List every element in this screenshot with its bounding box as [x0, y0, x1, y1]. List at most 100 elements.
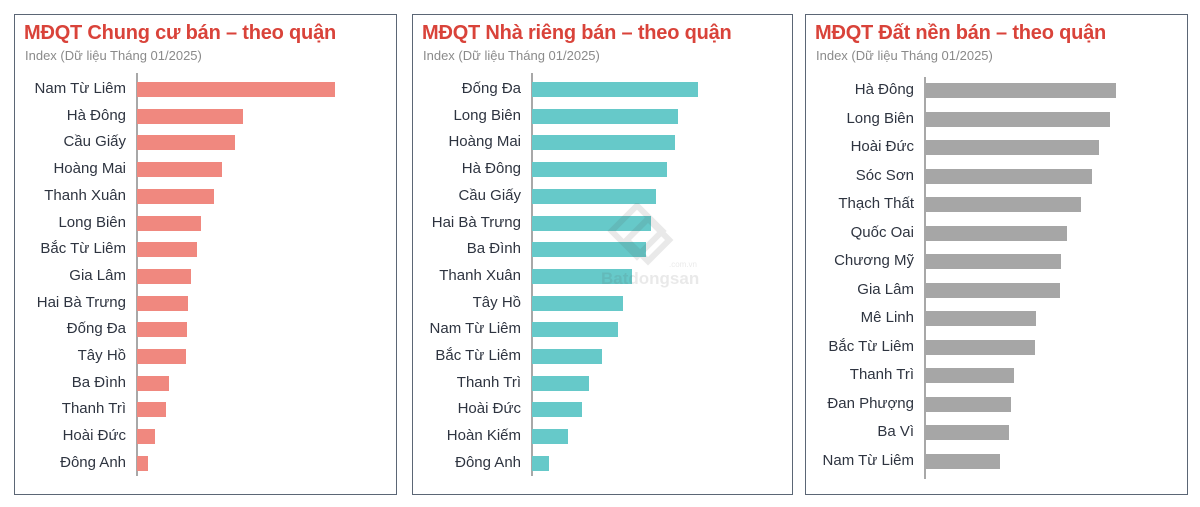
bar [925, 425, 1009, 440]
bar-row: Thanh Trì [15, 400, 396, 418]
bar [532, 429, 568, 445]
bar-row: Nam Từ Liêm [15, 80, 396, 98]
category-label: Thanh Trì [849, 366, 914, 383]
bar [137, 349, 186, 364]
category-label: Đan Phượng [827, 394, 914, 412]
bar [137, 108, 243, 124]
bar [137, 375, 169, 391]
bar-row: Hoài Đức [413, 400, 792, 418]
bar [532, 295, 623, 311]
bar-row: Tây Hồ [15, 347, 396, 365]
category-label: Quốc Oai [850, 223, 914, 241]
bar-row: Cầu Giấy [15, 133, 396, 151]
bar-row: Ba Đình [413, 240, 792, 258]
bar-row: Hai Bà Trưng [413, 213, 792, 232]
bar [532, 82, 698, 97]
bar [532, 402, 582, 418]
bar-row: Hai Bà Trưng [15, 293, 396, 312]
chart-panel-land: MĐQT Đất nền bán – theo quận Index (Dữ l… [805, 14, 1188, 495]
bar [925, 168, 1092, 184]
bar-row: Hoàn Kiếm [413, 427, 792, 445]
category-label: Hà Đông [66, 106, 126, 124]
bar-row: Hà Đông [806, 81, 1187, 99]
bar [137, 402, 166, 418]
chart-panel-apartments: MĐQT Chung cư bán – theo quận Index (Dữ … [14, 14, 397, 495]
category-label: Thanh Xuân [439, 266, 521, 284]
category-label: Long Biên [453, 106, 521, 124]
category-label: Ba Đình [71, 373, 126, 391]
bar [532, 349, 602, 364]
bar-row: Chương Mỹ [806, 252, 1187, 270]
bar [137, 429, 155, 445]
bar [925, 197, 1081, 212]
category-label: Tây Hồ [77, 347, 126, 364]
y-axis-line [924, 77, 926, 479]
bar [137, 162, 222, 178]
bar [137, 242, 197, 258]
bar [925, 311, 1036, 326]
y-axis-line [531, 73, 533, 476]
chart-title: MĐQT Nhà riêng bán – theo quận [422, 22, 732, 44]
bar [532, 455, 549, 471]
bar [532, 268, 632, 284]
category-label: Gia Lâm [857, 280, 914, 298]
category-label: Mê Linh [860, 309, 914, 326]
bar-row: Thanh Trì [806, 366, 1187, 384]
category-label: Long Biên [58, 213, 126, 231]
category-label: Đống Đa [66, 320, 126, 338]
category-label: Hoài Đức [850, 138, 914, 155]
bar-row: Bắc Từ Liêm [15, 240, 396, 258]
bar [137, 268, 191, 284]
bar-row: Long Biên [15, 213, 396, 232]
bar [532, 242, 646, 258]
category-label: Thạch Thất [838, 195, 914, 212]
category-label: Sóc Sơn [855, 166, 914, 184]
bar-row: Nam Từ Liêm [806, 451, 1187, 470]
chart-title: MĐQT Chung cư bán – theo quận [24, 22, 337, 44]
bar-row: Mê Linh [806, 309, 1187, 327]
category-label: Đống Đa [461, 80, 521, 97]
bar [137, 82, 335, 97]
bar [925, 225, 1067, 241]
bar [137, 188, 214, 204]
bar-row: Gia Lâm [15, 267, 396, 285]
category-label: Bắc Từ Liêm [435, 347, 521, 364]
category-label: Nam Từ Liêm [822, 451, 914, 469]
bar-row: Nam Từ Liêm [413, 320, 792, 338]
bar-row: Đông Anh [413, 454, 792, 472]
bar-row: Đông Anh [15, 453, 396, 472]
y-axis-line [136, 73, 138, 476]
bar-row: Bắc Từ Liêm [806, 337, 1187, 356]
category-label: Hai Bà Trưng [36, 293, 126, 311]
bar [137, 215, 201, 231]
category-label: Thanh Trì [61, 400, 126, 418]
category-label: Hoài Đức [457, 400, 521, 418]
bar-row: Sóc Sơn [806, 166, 1187, 185]
bar-row: Cầu Giấy [413, 187, 792, 205]
bar [532, 375, 589, 391]
category-label: Nam Từ Liêm [429, 320, 521, 338]
bar-row: Bắc Từ Liêm [413, 347, 792, 365]
bar [137, 135, 235, 151]
category-label: Tây Hồ [472, 293, 521, 311]
category-label: Hai Bà Trưng [431, 213, 521, 231]
bar [137, 295, 188, 311]
bar [925, 254, 1061, 269]
bar [925, 282, 1060, 298]
category-label: Đông Anh [60, 453, 126, 471]
bar [925, 368, 1014, 383]
bar-row: Ba Đình [15, 373, 396, 392]
bar-row: Đống Đa [413, 80, 792, 98]
category-label: Thanh Trì [456, 373, 521, 391]
category-label: Long Biên [846, 109, 914, 127]
category-label: Hà Đông [854, 81, 914, 98]
bar-row: Thạch Thất [806, 195, 1187, 213]
category-label: Hoàng Mai [448, 133, 521, 151]
category-label: Cầu Giấy [63, 133, 126, 151]
category-label: Bắc Từ Liêm [828, 337, 914, 355]
bar-row: Ba Vì [806, 423, 1187, 441]
bar [925, 140, 1099, 155]
category-label: Thanh Xuân [44, 186, 126, 204]
bar-row: Hoàng Mai [15, 160, 396, 178]
bar-row: Tây Hồ [413, 293, 792, 312]
